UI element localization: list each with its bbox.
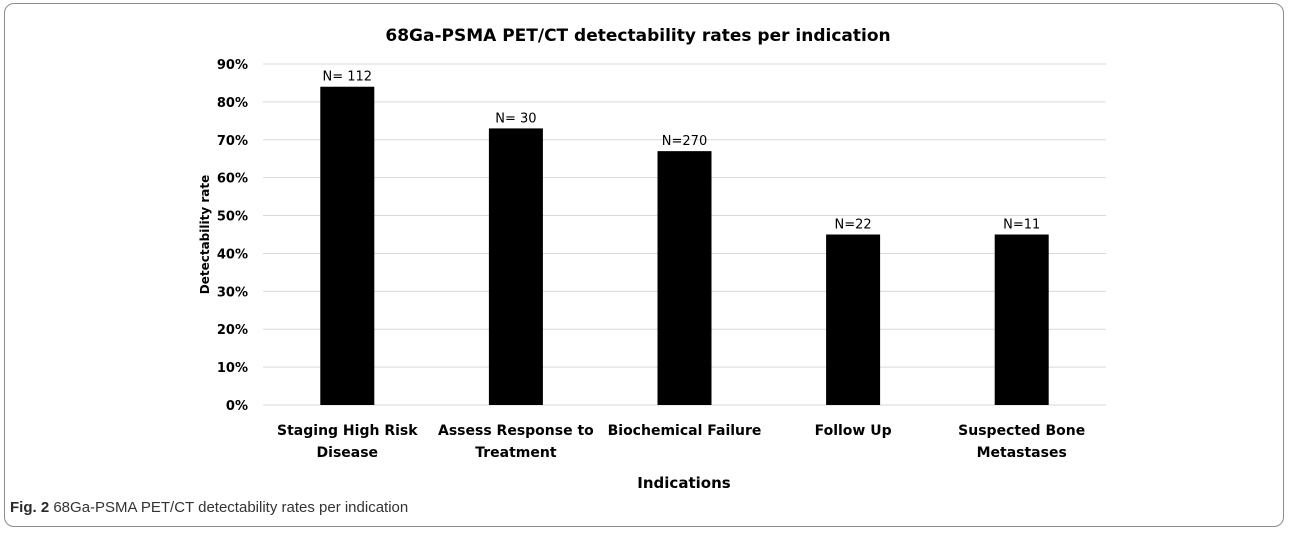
figure-caption: Fig. 2 68Ga-PSMA PET/CT detectability ra… bbox=[10, 499, 408, 516]
bar bbox=[658, 151, 712, 405]
data-label: N=11 bbox=[1003, 218, 1040, 233]
x-tick-label: Metastases bbox=[977, 445, 1067, 461]
x-axis-title: Indications bbox=[637, 474, 730, 492]
x-tick-label: Disease bbox=[317, 445, 379, 461]
data-label: N= 112 bbox=[323, 70, 373, 85]
x-tick-label: Assess Response to bbox=[438, 423, 594, 439]
bar bbox=[995, 235, 1049, 406]
bar bbox=[826, 235, 880, 406]
y-tick-label: 0% bbox=[226, 399, 248, 414]
y-tick-label: 40% bbox=[217, 247, 248, 262]
bar bbox=[320, 87, 374, 405]
x-tick-label: Follow Up bbox=[815, 423, 892, 439]
data-label: N=22 bbox=[835, 218, 872, 233]
y-tick-label: 10% bbox=[217, 361, 248, 376]
figure-label: Fig. 2 bbox=[10, 499, 49, 516]
data-label: N=270 bbox=[662, 134, 707, 149]
y-tick-label: 60% bbox=[217, 172, 248, 187]
y-tick-label: 70% bbox=[217, 134, 248, 149]
x-tick-label: Suspected Bone bbox=[958, 423, 1085, 439]
x-tick-label: Staging High Risk bbox=[277, 423, 418, 439]
data-label: N= 30 bbox=[495, 111, 536, 126]
y-tick-label: 90% bbox=[217, 58, 248, 73]
y-tick-label: 20% bbox=[217, 323, 248, 338]
y-tick-label: 80% bbox=[217, 96, 248, 111]
y-tick-label: 30% bbox=[217, 285, 248, 300]
x-tick-label: Treatment bbox=[475, 445, 557, 461]
chart-title: 68Ga-PSMA PET/CT detectability rates per… bbox=[385, 26, 890, 46]
bar bbox=[489, 128, 543, 405]
x-tick-label: Biochemical Failure bbox=[608, 423, 762, 439]
y-axis-title: Detectability rate bbox=[198, 175, 212, 294]
caption-text: 68Ga-PSMA PET/CT detectability rates per… bbox=[49, 499, 408, 516]
y-tick-label: 50% bbox=[217, 210, 248, 225]
